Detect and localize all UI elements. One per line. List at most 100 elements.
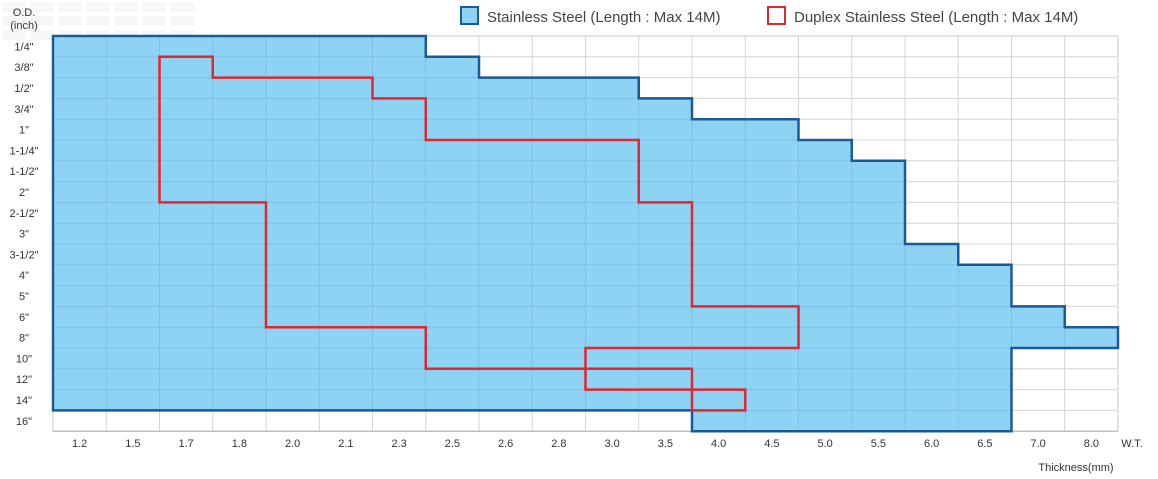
x-tick-label: 1.5 — [125, 438, 140, 450]
stainless-cell — [585, 264, 640, 286]
stainless-cell — [52, 306, 107, 328]
stainless-cell — [425, 222, 480, 245]
stainless-cell — [638, 222, 693, 245]
stainless-cell — [638, 285, 693, 307]
stainless-cell — [212, 77, 267, 99]
stainless-cell — [212, 347, 267, 370]
stainless-cell — [638, 326, 693, 349]
decoration-square — [86, 2, 110, 12]
stainless-cell — [478, 306, 533, 328]
stainless-cell — [265, 222, 320, 245]
stainless-cell — [585, 77, 640, 99]
stainless-cell — [691, 243, 746, 266]
stainless-cell — [265, 98, 320, 120]
stainless-cell — [851, 326, 906, 349]
stainless-cell — [265, 285, 320, 307]
x-tick-label: 7.0 — [1030, 438, 1045, 450]
stainless-cell — [638, 264, 693, 286]
y-axis-title-line2: (inch) — [10, 20, 38, 32]
x-tick-label: 8.0 — [1084, 438, 1099, 450]
stainless-cell — [105, 160, 160, 182]
stainless-cell — [744, 410, 799, 432]
stainless-cell — [372, 368, 427, 390]
stainless-cell — [159, 56, 214, 78]
stainless-cell — [425, 118, 480, 141]
stainless-cell — [744, 264, 799, 286]
stainless-cell — [105, 285, 160, 307]
stainless-cell — [372, 77, 427, 99]
stainless-cell — [52, 160, 107, 182]
stainless-cell — [159, 243, 214, 266]
stainless-cell — [105, 202, 160, 224]
stainless-cell — [904, 389, 959, 411]
stainless-cell — [372, 181, 427, 203]
stainless-cell — [531, 243, 586, 266]
stainless-cell — [425, 98, 480, 120]
stainless-cell — [105, 181, 160, 203]
stainless-cell — [957, 326, 1012, 349]
stainless-cell — [212, 264, 267, 286]
y-tick-label: 1/4" — [14, 41, 33, 53]
stainless-cell — [798, 347, 853, 370]
stainless-cell — [265, 77, 320, 99]
stainless-cell — [531, 368, 586, 390]
stainless-cell — [105, 347, 160, 370]
x-axis-unit: W.T. — [1121, 438, 1142, 450]
stainless-cell — [744, 181, 799, 203]
stainless-cell — [851, 160, 906, 182]
stainless-cell — [318, 56, 373, 78]
stainless-cell — [52, 118, 107, 141]
x-tick-label: 2.8 — [551, 438, 566, 450]
y-tick-label: 6" — [19, 312, 29, 324]
stainless-cell — [478, 368, 533, 390]
stainless-cell — [638, 368, 693, 390]
stainless-cell — [159, 118, 214, 141]
y-tick-label: 10" — [16, 353, 32, 365]
stainless-cell — [425, 264, 480, 286]
stainless-cell — [478, 285, 533, 307]
stainless-cell — [52, 222, 107, 245]
stainless-cell — [159, 368, 214, 390]
stainless-cell — [425, 160, 480, 182]
stainless-cell — [105, 368, 160, 390]
stainless-cell — [52, 56, 107, 78]
x-tick-label: 1.8 — [232, 438, 247, 450]
stainless-cell — [691, 368, 746, 390]
stainless-cell — [265, 243, 320, 266]
stainless-cell — [957, 306, 1012, 328]
stainless-cell — [531, 264, 586, 286]
x-axis-title: Thickness(mm) — [1038, 462, 1113, 474]
stainless-cell — [372, 139, 427, 162]
stainless-cell — [798, 410, 853, 432]
x-tick-label: 3.0 — [604, 438, 619, 450]
stainless-cell — [585, 202, 640, 224]
stainless-cell — [105, 389, 160, 411]
x-tick-label: 4.0 — [711, 438, 726, 450]
stainless-cell — [372, 35, 427, 58]
stainless-cell — [638, 181, 693, 203]
stainless-cell — [318, 285, 373, 307]
stainless-cell — [638, 98, 693, 120]
stainless-cell — [425, 306, 480, 328]
stainless-cell — [425, 368, 480, 390]
stainless-cell — [265, 56, 320, 78]
stainless-cell — [159, 77, 214, 99]
stainless-cell — [318, 160, 373, 182]
stainless-cell — [691, 181, 746, 203]
stainless-cell — [585, 389, 640, 411]
stainless-cell — [52, 77, 107, 99]
stainless-cell — [531, 285, 586, 307]
stainless-cell — [531, 98, 586, 120]
stainless-cell — [531, 326, 586, 349]
decoration-square — [2, 30, 26, 40]
stainless-cell — [105, 98, 160, 120]
decoration-square — [2, 16, 26, 26]
stainless-cell — [691, 410, 746, 432]
decoration-square — [58, 16, 82, 26]
stainless-cell — [638, 389, 693, 411]
stainless-cell — [744, 160, 799, 182]
stainless-cell — [212, 202, 267, 224]
x-tick-label: 2.5 — [445, 438, 460, 450]
stainless-cell — [904, 368, 959, 390]
stainless-cell — [478, 77, 533, 99]
